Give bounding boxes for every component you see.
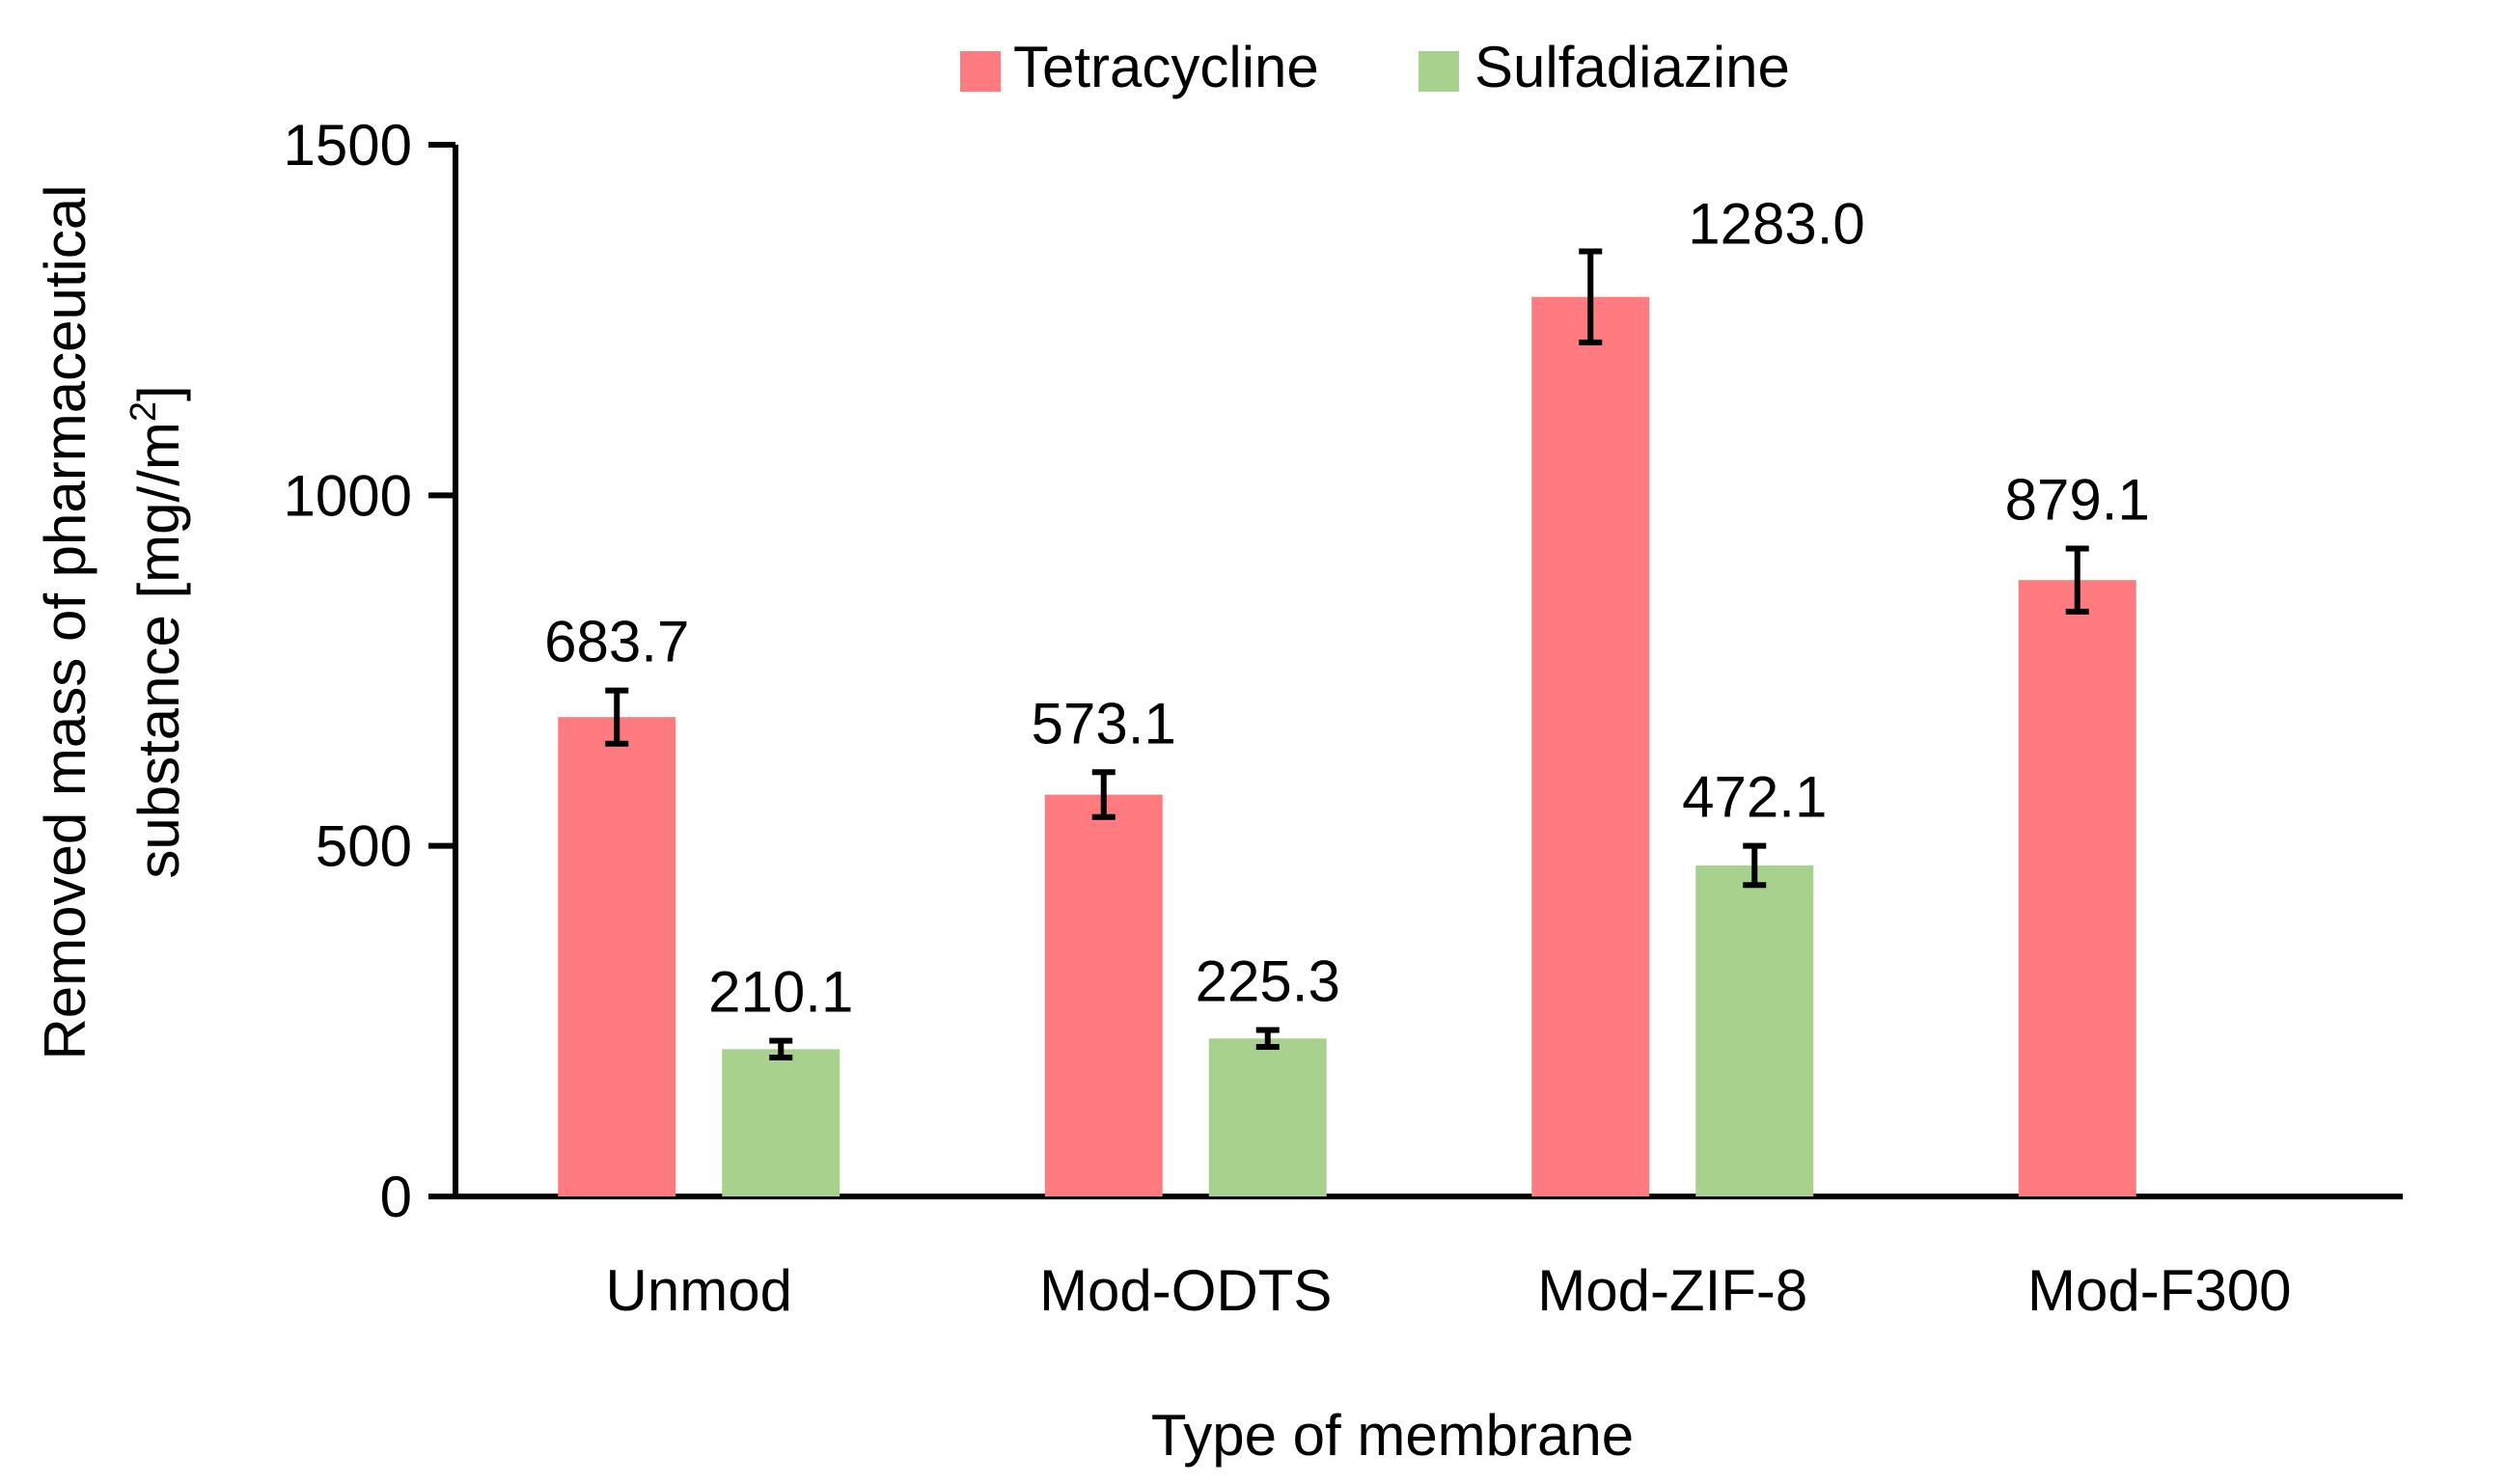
y-axis-title-line1: Removed mass of pharmaceutical [33, 184, 97, 1059]
x-tick-labels: Unmod Mod-ODTS Mod-ZIF-8 Mod-F300 [606, 1258, 2292, 1323]
x-axis-title: Type of membrane [1151, 1403, 1634, 1468]
bar-sulfadiazine-mod-zif-8 [1695, 865, 1814, 1196]
bar-tetracycline-mod-odts [1044, 794, 1163, 1196]
bar-sulfadiazine-unmod [722, 1049, 840, 1196]
data-label-tetracycline-mod-zif-8: 1283.0 [1688, 192, 1865, 257]
x-tick-label: Mod-ODTS [1039, 1258, 1332, 1323]
x-tick-label: Mod-F300 [2027, 1258, 2291, 1323]
y-tick-label: 1500 [284, 113, 412, 178]
legend: Tetracycline Sulfadiazine [960, 35, 1790, 99]
data-label-sulfadiazine-unmod: 210.1 [708, 960, 853, 1025]
bar-sulfadiazine-mod-odts [1208, 1038, 1327, 1196]
data-label-tetracycline-unmod: 683.7 [544, 610, 689, 674]
x-tick-label: Mod-ZIF-8 [1537, 1258, 1807, 1323]
bar-tetracycline-mod-zif-8 [1531, 296, 1650, 1197]
y-axis-title: Removed mass of pharmaceutical substance… [33, 184, 191, 1059]
data-label-tetracycline-mod-f300: 879.1 [2005, 467, 2150, 532]
y-tick-label: 1000 [284, 463, 412, 528]
y-axis-title-line2: substance [mg//m2] [124, 385, 191, 878]
bar-tetracycline-unmod [558, 717, 676, 1196]
legend-swatch-tetracycline [960, 51, 1001, 92]
data-label-tetracycline-mod-odts: 573.1 [1032, 691, 1176, 756]
y-tick-label: 0 [380, 1165, 412, 1229]
data-label-sulfadiazine-mod-zif-8: 472.1 [1682, 765, 1827, 830]
legend-swatch-sulfadiazine [1419, 51, 1459, 92]
data-label-sulfadiazine-mod-odts: 225.3 [1196, 949, 1340, 1014]
bar-tetracycline-mod-f300 [2018, 580, 2136, 1196]
y-ticks: 0 500 1000 1500 [284, 113, 455, 1229]
legend-label-sulfadiazine: Sulfadiazine [1474, 35, 1790, 99]
bars: 683.7 210.1 573.1 225.3 1283.0 472.1 879.1 [544, 192, 2150, 1197]
y-tick-label: 500 [316, 814, 412, 879]
legend-label-tetracycline: Tetracycline [1013, 35, 1319, 99]
x-tick-label: Unmod [606, 1258, 792, 1323]
